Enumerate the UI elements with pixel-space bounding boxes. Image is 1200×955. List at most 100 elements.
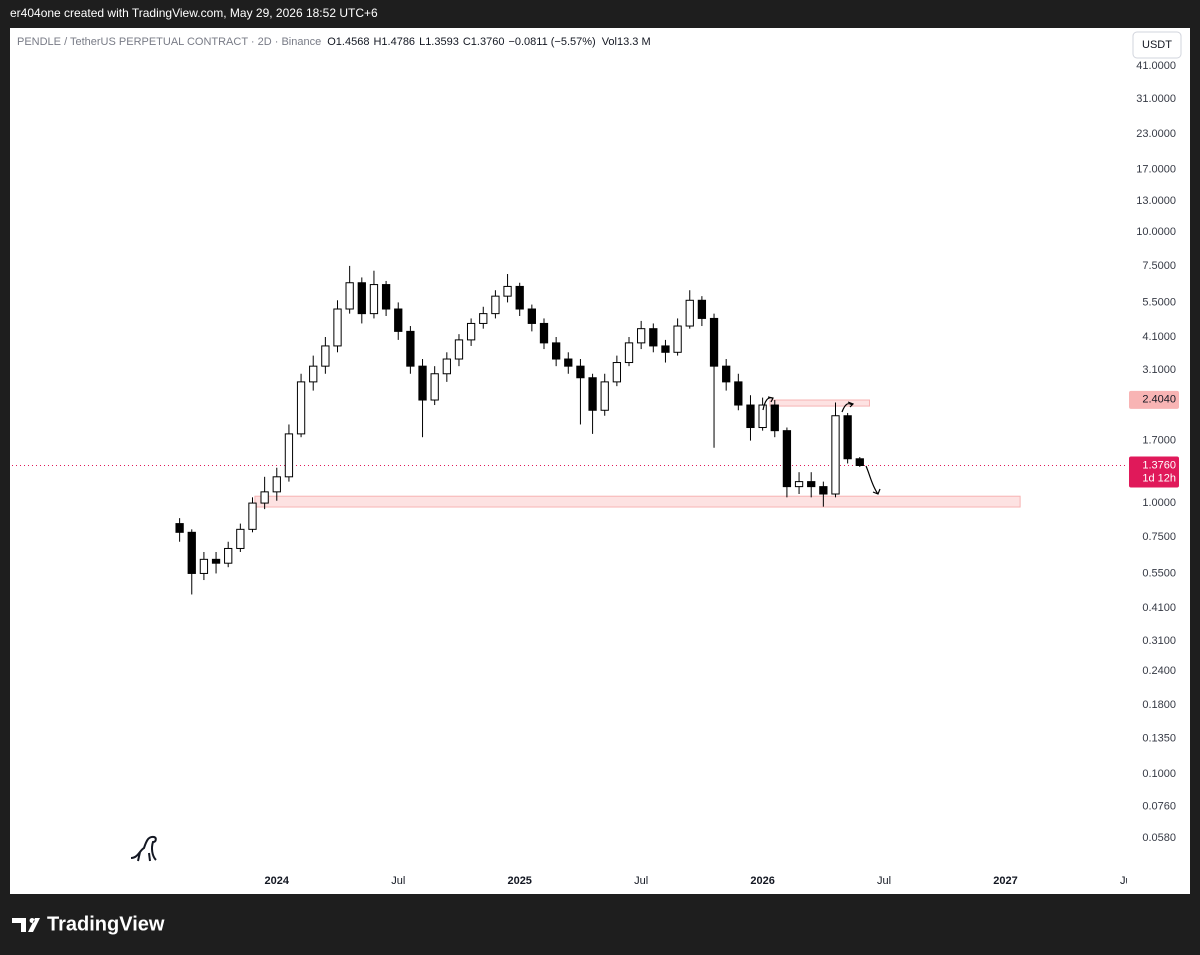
candle-body [515,285,524,310]
candle-body [722,365,731,383]
y-tick-label: 0.1350 [1142,733,1176,745]
candle-body [260,491,269,504]
candle-body [843,415,852,460]
candle-body [624,342,634,364]
candle-body [612,362,622,383]
candle-body [794,481,804,488]
candle-body [649,328,658,347]
candle-body [539,322,549,344]
candle-body [709,317,719,367]
price-zone [769,399,871,407]
candle-body [175,523,184,533]
dino-icon [130,835,157,862]
candle-body [272,476,281,493]
candle-body [782,430,792,488]
candle-body [758,404,767,429]
y-tick-label: 23.0000 [1136,128,1176,140]
drawn-arrow [865,465,881,495]
candle-body [527,308,536,324]
marker-price-label: 2.4040 [1142,394,1176,406]
plot: 2024 Jul 2025 Jul 2026 Jul 2027 Jul [12,265,1134,887]
change: −0.0811 (−5.57%) [508,36,595,48]
y-tick-label: 0.4100 [1142,602,1176,614]
logo-mark [12,918,40,932]
candle-body [673,325,682,353]
y-tick-label: 5.5000 [1142,296,1176,308]
currency[interactable]: USDT [1142,39,1172,51]
candle-body [466,322,476,341]
candle-body [564,358,573,367]
x-tick-label: Jul [877,875,891,887]
low-value: 1.3593 [425,36,459,48]
price-zone [254,495,1021,508]
candle-body [381,284,391,310]
candle-body [430,373,439,401]
candle-body [442,358,451,375]
y-tick-label: 13.0000 [1136,195,1176,207]
y-tick-label: 4.1000 [1142,331,1176,343]
volume: 13.3 M [617,36,651,48]
marker-price-tag [1129,390,1179,409]
currency-button[interactable] [1132,31,1182,59]
candle-body [551,342,561,360]
drawn-arrow [841,401,855,413]
drawn-arrow [762,396,774,411]
y-tick-label: 0.0760 [1142,800,1176,812]
y-tick-label: 0.1000 [1142,768,1176,780]
last-price-tag [1129,456,1179,488]
header-title: er404one created with TradingView.com, M… [10,6,378,20]
countdown: 1d 12h [1142,472,1176,484]
y-tick-label: 1.7000 [1142,435,1176,447]
candle-body [284,433,294,478]
high-value: 1.4786 [381,36,415,48]
x-tick-label: Jul [1120,875,1134,887]
y-tick-label: 0.3100 [1142,635,1176,647]
candle-body [588,377,597,411]
close-value: 1.3760 [471,36,505,48]
y-tick-label: 17.0000 [1136,163,1176,175]
candle-body [661,345,670,353]
candle-body [369,284,379,315]
candle-body [296,381,306,435]
open-value: 1.4568 [336,36,370,48]
volume-label: Vol [602,36,617,48]
x-tick-label: 2024 [265,875,290,887]
y-tick-label: 0.1800 [1142,699,1176,711]
candle-body [685,299,694,327]
candle-body [333,308,342,347]
y-tick-label: 0.5500 [1142,567,1176,579]
candle-body [309,365,318,383]
y-tick-label: 7.5000 [1142,260,1176,272]
y-tick-label: 0.7500 [1142,531,1176,543]
candle-body [576,365,585,379]
candle-body [418,365,427,401]
y-tick-label: 3.1000 [1142,364,1176,376]
candle-body [807,481,816,488]
x-tick-label: Jul [391,875,405,887]
chart-panel [10,28,1190,894]
y-tick-label: 41.0000 [1136,60,1176,72]
legend: PENDLE / TetherUS PERPETUAL CONTRACT · 2… [17,36,651,48]
candle-body [746,404,755,429]
brand: TradingView [47,913,165,935]
candle-body [236,528,245,549]
x-tick-label: 2026 [750,875,774,887]
candle-body [406,330,415,367]
candle-body [187,531,196,574]
candle-body [600,381,609,411]
candle-body [855,458,864,467]
candle-body [199,558,209,574]
candle-body [770,404,779,432]
candle-body [831,415,840,495]
ohlc-label: O [327,36,336,48]
candle-body [248,502,257,530]
candle-body [697,299,707,319]
candle-body [491,295,500,315]
y-tick-label: 31.0000 [1136,93,1176,105]
y-tick-label: 0.2400 [1142,665,1176,677]
last-price-label: 1.3760 [1142,459,1176,471]
candle-body [394,308,403,332]
candle-body [224,547,233,564]
ohlc-label: H [373,36,381,48]
